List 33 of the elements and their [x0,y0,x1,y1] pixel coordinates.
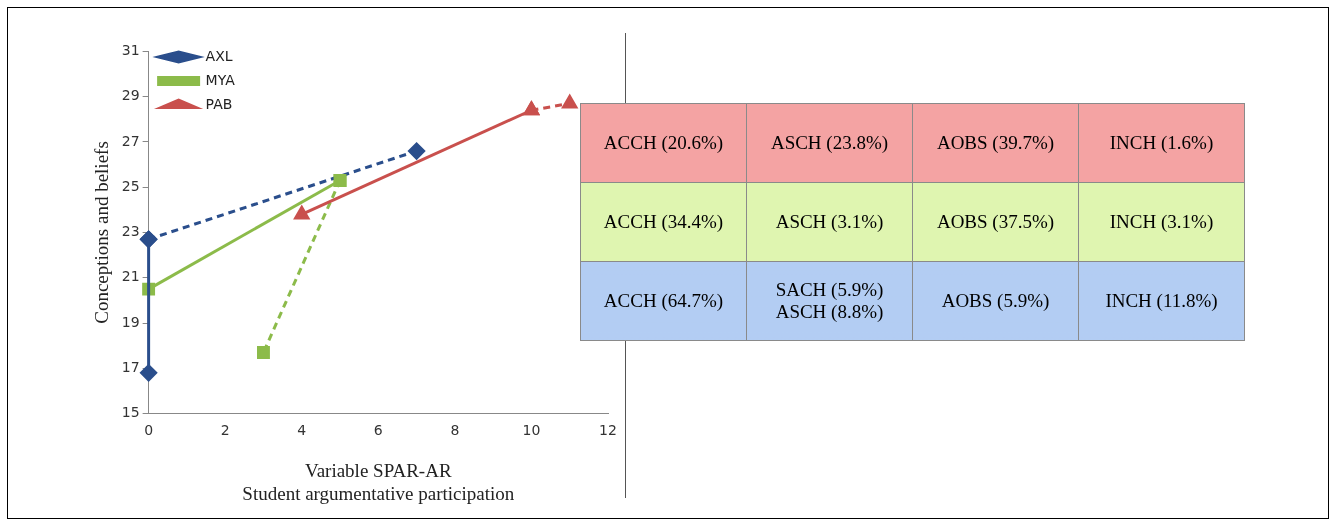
legend-label: PAB [205,95,233,112]
y-tick-label: 29 [121,87,140,104]
x-tick-label: 2 [220,421,230,438]
x-tick-label: 6 [373,421,383,438]
text: SACH (5.9%) ASCH (8.8%) [775,279,884,322]
text: AOBS (39.7%) [936,132,1055,154]
y-tick-label: 23 [121,223,140,240]
text: ASCH (23.8%) [770,132,889,154]
y-tick-label: 31 [121,42,140,59]
y-tick-label: 25 [121,177,140,194]
legend-label: MYA [205,71,236,88]
text: ACCH (34.4%) [603,211,724,233]
x-tick-label: 10 [522,421,541,438]
text: INCH (11.8%) [1105,290,1218,312]
text: AOBS (37.5%) [936,211,1055,233]
y-tick-label: 17 [121,358,140,375]
x-tick-label: 0 [144,421,154,438]
y-tick-label: 21 [121,268,140,285]
text: ACCH (20.6%) [603,132,724,154]
y-tick-label: 27 [121,132,140,149]
y-tick-label: 15 [121,404,140,421]
x-tick-label: 12 [599,421,617,438]
y-tick-label: 19 [121,313,140,330]
x-tick-label: 8 [450,421,460,438]
text: INCH (1.6%) [1109,132,1214,154]
text: AOBS (5.9%) [941,290,1050,312]
text: ACCH (64.7%) [603,290,724,312]
legend-label: AXL [205,47,233,64]
text: INCH (3.1%) [1109,211,1214,233]
text: ASCH (3.1%) [775,211,884,233]
x-axis-title: Variable SPAR-AR Student argumentative participation [242,459,515,504]
y-axis-title: Conceptions and beliefs [91,141,113,324]
x-tick-label: 4 [297,421,307,438]
